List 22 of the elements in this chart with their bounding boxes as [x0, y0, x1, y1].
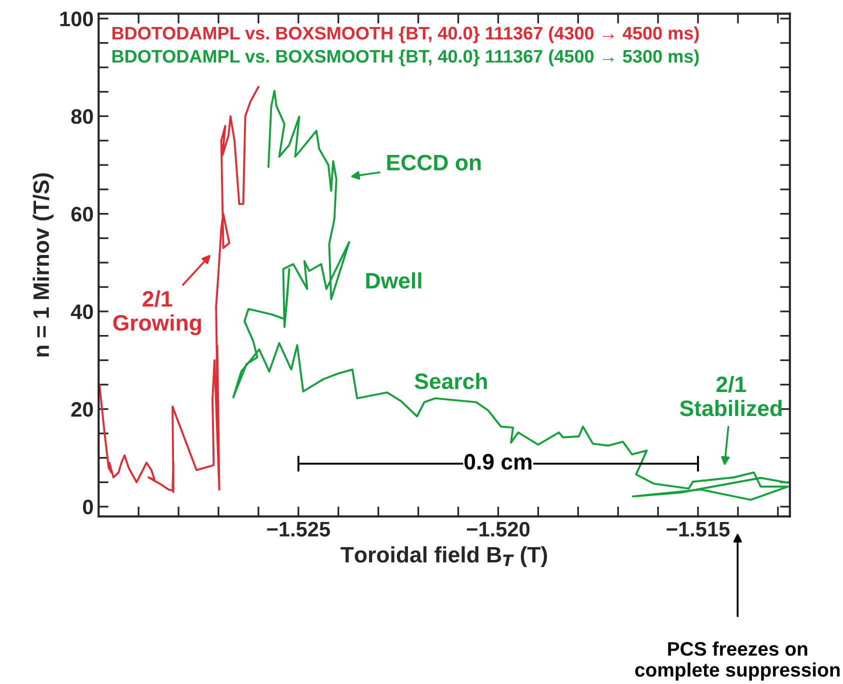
- y-tick-label: 40: [70, 304, 93, 320]
- y-tick-label: 20: [71, 402, 93, 417]
- x-axis-title: Toroidal field B$_{T}$ (T): [340, 546, 547, 567]
- series-label: 0.9 cm: [464, 454, 532, 470]
- text: BDOTODAMPL vs. BOXSMOOTH {BT, 40.0} 111367 (4500 → 5300 ms): [112, 49, 699, 66]
- annotation: ECCD on: [387, 154, 481, 170]
- annotation: Dwell: [366, 272, 422, 289]
- line-series: [98, 86, 260, 493]
- x-tick-label: −1.520: [466, 522, 530, 537]
- text: BDOTODAMPL vs. BOXSMOOTH {BT, 40.0} 111367 (4300 → 4500 ms): [112, 26, 699, 44]
- annotation: 2/1 Growing: [113, 290, 201, 336]
- y-tick-label: 80: [71, 109, 93, 124]
- annotation: Search: [414, 372, 487, 390]
- x-tick-label: −1.525: [267, 522, 330, 537]
- y-tick-label: 0: [83, 500, 93, 514]
- y-axis-title: n = 1 Mirnov (T/S): [32, 173, 54, 356]
- y-tick-label: 100: [60, 12, 93, 26]
- x-tick-label: −1.515: [666, 522, 730, 537]
- annotation: 2/1 Stabilized: [680, 376, 782, 416]
- text: PCS freezes on complete suppression: [635, 642, 840, 681]
- line-series: [232, 90, 789, 501]
- y-tick-label: 60: [71, 206, 93, 222]
